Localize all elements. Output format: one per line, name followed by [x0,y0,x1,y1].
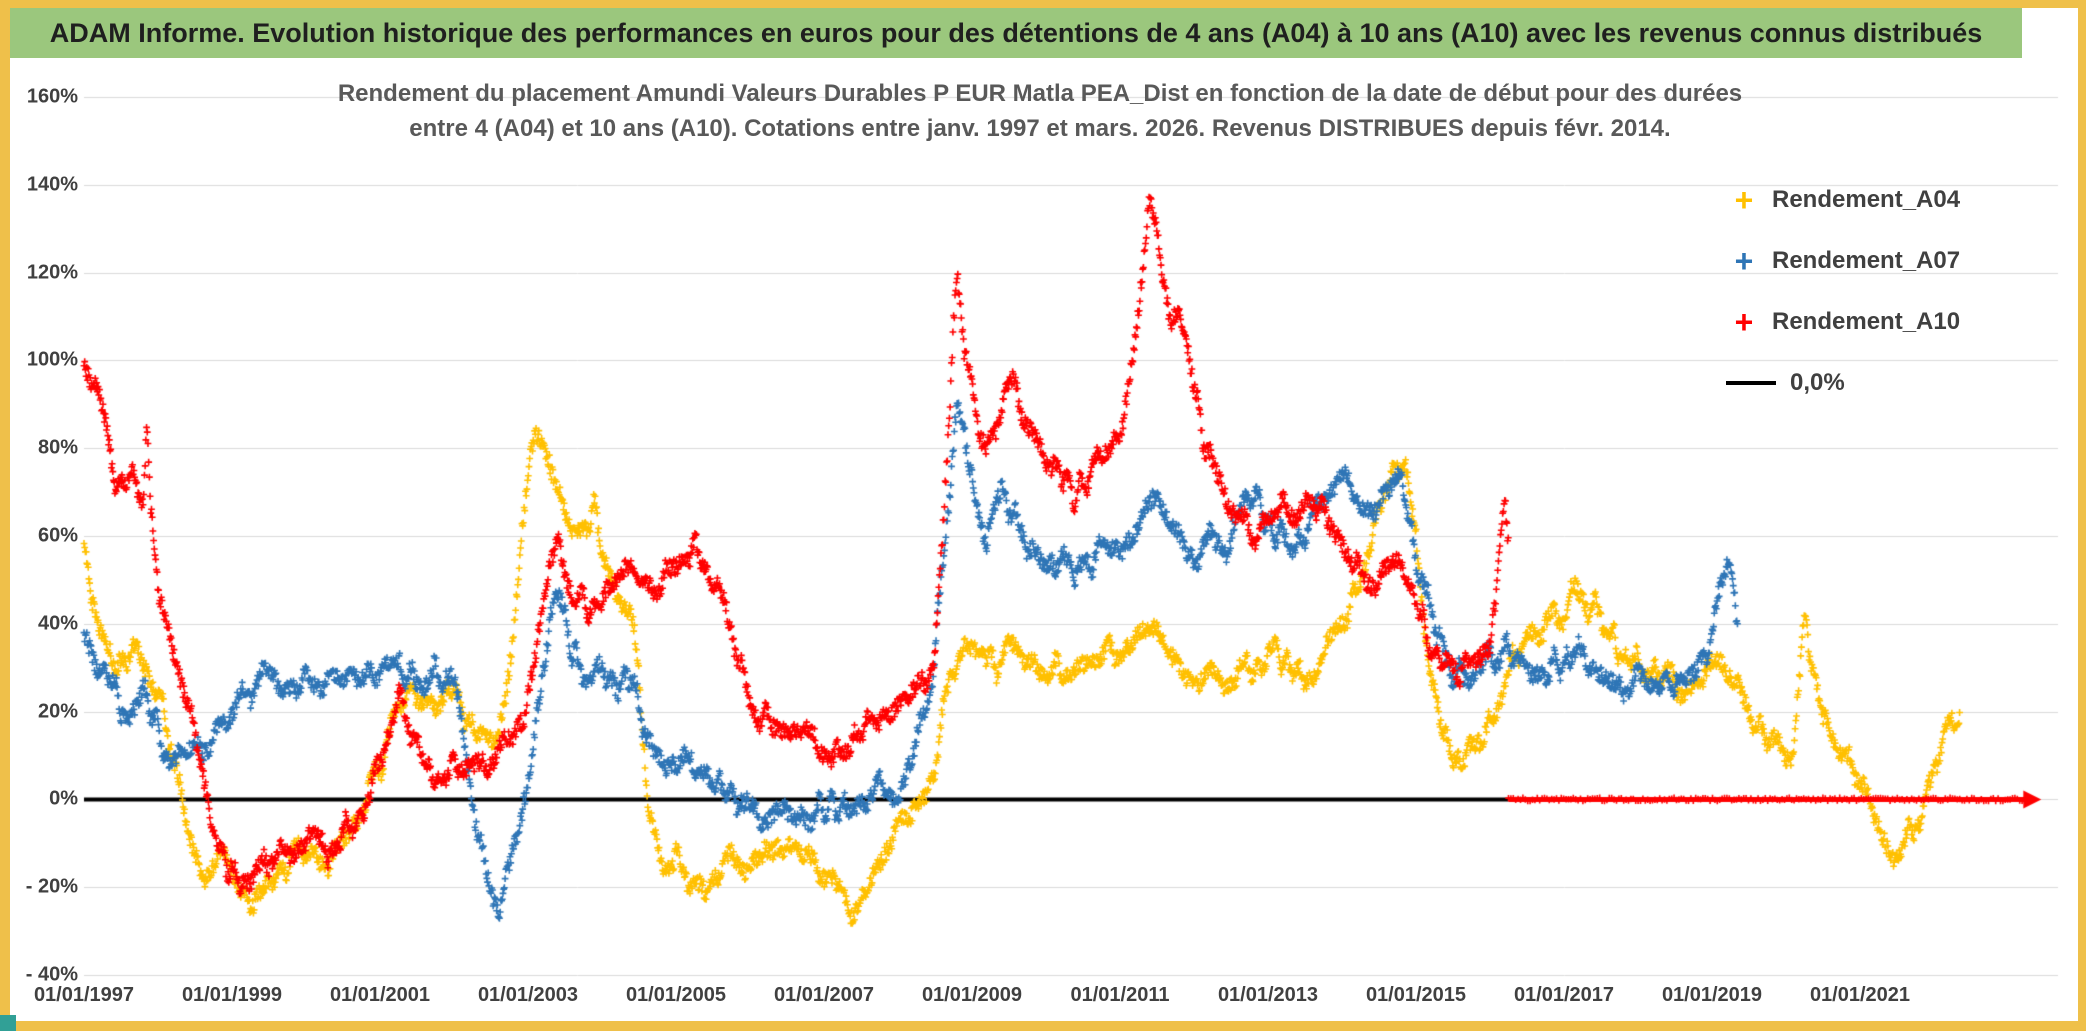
frame-border-bottom [0,1021,2086,1031]
chart-title-line1: Rendement du placement Amundi Valeurs Du… [337,80,1743,107]
y-tick-label: 20% [37,700,78,723]
page-title: ADAM Informe. Evolution historique des p… [49,17,1983,48]
x-tick-label: 01/01/2009 [921,984,1023,1006]
x-tick-label: 01/01/2019 [1661,984,1763,1006]
y-tick-label: 40% [37,612,78,635]
x-tick-label: 01/01/2005 [625,984,727,1006]
legend-item-rendement-a07: + Rendement_A07 [1726,241,1960,281]
x-tick-label: 01/01/2003 [477,984,579,1006]
x-tick-label: 01/01/2001 [329,984,431,1006]
chart-title-line2: entre 4 (A04) et 10 ans (A10). Cotations… [409,115,1671,142]
corner-accent [0,1015,16,1031]
legend-item-rendement-a10: + Rendement_A10 [1726,302,1960,342]
legend-item-0-0-: 0,0% [1726,363,1960,403]
x-tick-label: 01/01/2013 [1217,984,1319,1006]
y-tick-label: 0% [49,787,78,810]
frame-border-right [2078,0,2086,1031]
y-tick-label: 140% [26,173,78,196]
legend-plus-marker-icon: + [1734,182,1754,218]
x-tick-label: 01/01/2015 [1365,984,1467,1006]
legend-item-rendement-a04: + Rendement_A04 [1726,180,1960,220]
legend-plus-marker-icon: + [1734,243,1754,279]
y-tick-label: - 20% [25,875,78,898]
chart-title: Rendement du placement Amundi Valeurs Du… [260,76,1820,146]
x-tick-label: 01/01/1997 [33,984,135,1006]
frame-border-top [0,0,2086,8]
x-tick-label: 01/01/2007 [773,984,875,1006]
y-tick-label: - 40% [25,963,78,986]
legend-label: Rendement_A07 [1772,247,1961,274]
x-tick-label: 01/01/2021 [1809,984,1911,1006]
header-bar: ADAM Informe. Evolution historique des p… [10,8,2022,58]
legend-label: 0,0% [1790,369,1845,396]
y-tick-label: 120% [26,261,78,284]
chart-legend: + Rendement_A04 + Rendement_A07 + Rendement_A… [1726,180,1960,403]
x-tick-label: 01/01/2011 [1070,984,1170,1006]
legend-label: Rendement_A10 [1772,308,1961,335]
y-tick-label: 60% [37,524,78,547]
legend-label: Rendement_A04 [1772,186,1961,213]
y-tick-label: 160% [26,85,78,108]
x-tick-label: 01/01/1999 [181,984,283,1006]
y-tick-label: 80% [37,436,78,459]
frame-border-left [0,0,10,1031]
header-gap [2022,8,2078,58]
y-tick-label: 100% [26,348,78,371]
x-tick-label: 01/01/2017 [1513,984,1615,1006]
legend-plus-marker-icon: + [1734,304,1754,340]
legend-line-marker-icon [1726,381,1776,385]
